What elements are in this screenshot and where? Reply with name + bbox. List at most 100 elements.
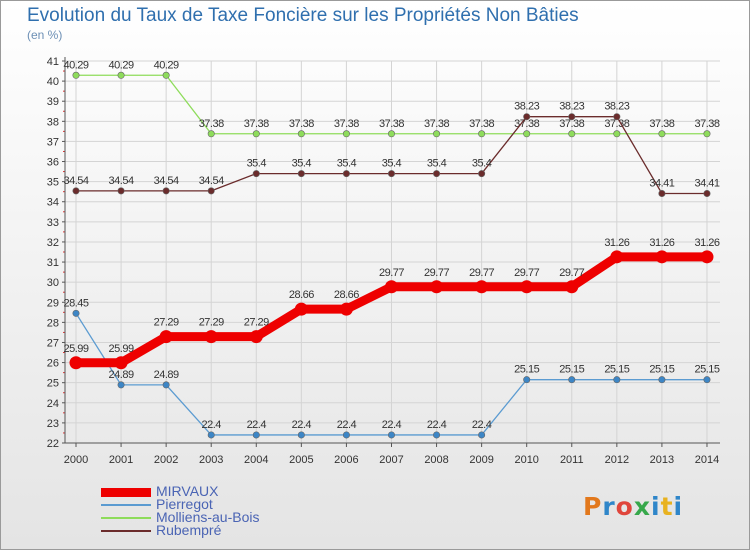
y-tick-label: 39	[47, 96, 59, 108]
data-label: 22.4	[337, 419, 357, 431]
y-axis-unit: (en %)	[27, 28, 63, 42]
legend-label: MIRVAUX	[156, 483, 219, 499]
data-label: 37.38	[334, 118, 359, 130]
x-tick-label: 2011	[560, 454, 584, 466]
data-label: 28.45	[63, 297, 88, 309]
data-point	[207, 187, 215, 195]
data-label: 34.54	[199, 175, 224, 187]
data-label: 37.38	[199, 118, 224, 130]
data-label: 37.38	[379, 118, 404, 130]
data-label: 37.38	[469, 118, 494, 130]
data-label: 22.4	[292, 419, 312, 431]
data-point	[249, 330, 263, 344]
data-point	[520, 280, 534, 294]
data-label: 27.29	[199, 317, 224, 329]
data-label: 35.4	[382, 158, 402, 170]
proxiti-logo: Proxiti	[583, 492, 683, 521]
data-point	[72, 71, 80, 79]
data-label: 34.54	[154, 175, 179, 187]
data-point	[658, 376, 666, 384]
series-layer: 40.29 40.29 40.29 37.38 37.38 37.38 37.38 37.38…	[63, 59, 720, 439]
data-point	[252, 431, 260, 439]
legend-label: Pierregot	[156, 496, 213, 512]
data-point	[430, 280, 444, 294]
data-point	[72, 309, 80, 317]
legend-label: Rubempré	[156, 522, 222, 538]
series-molliens-au-bois: 40.29 40.29 40.29 37.38 37.38 37.38 37.38 37.38…	[63, 59, 720, 138]
data-label: 31.26	[649, 237, 674, 249]
data-point	[568, 376, 576, 384]
data-point	[478, 431, 486, 439]
y-tick-label: 30	[47, 277, 59, 289]
data-label: 29.77	[469, 267, 494, 279]
logo-letter: o	[615, 492, 634, 521]
data-label: 34.41	[649, 177, 674, 189]
data-label: 29.77	[559, 267, 584, 279]
data-label: 29.77	[514, 267, 539, 279]
y-tick-label: 27	[47, 337, 59, 349]
y-tick-label: 35	[47, 177, 59, 189]
data-point	[703, 189, 711, 197]
y-tick-label: 22	[47, 438, 59, 450]
data-point	[72, 187, 80, 195]
data-point	[117, 187, 125, 195]
data-label: 24.89	[154, 369, 179, 381]
data-point	[162, 381, 170, 389]
data-point	[252, 130, 260, 138]
data-point	[658, 189, 666, 197]
y-tick-label: 38	[47, 116, 59, 128]
data-point	[114, 356, 128, 370]
data-point	[475, 280, 489, 294]
x-tick-label: 2006	[334, 454, 358, 466]
y-tick-label: 36	[47, 157, 59, 169]
data-label: 25.15	[514, 364, 539, 376]
legend-label: Molliens-au-Bois	[156, 509, 260, 525]
y-tick-label: 32	[47, 237, 59, 249]
logo-letter: t	[660, 492, 674, 521]
data-label: 35.4	[337, 158, 357, 170]
data-point	[387, 130, 395, 138]
data-point	[387, 431, 395, 439]
data-point	[658, 130, 666, 138]
series-pierregot: 28.45 24.89 24.89 22.4 22.4 22.4 22.4 22.4 22.4 2…	[63, 297, 720, 439]
chart-title: Evolution du Taux de Taxe Foncière sur l…	[27, 5, 579, 26]
data-label: 25.15	[559, 364, 584, 376]
data-label: 29.77	[424, 267, 449, 279]
legend-swatch	[101, 516, 151, 519]
data-label: 37.38	[649, 118, 674, 130]
logo-letter: r	[602, 492, 616, 521]
data-point	[297, 130, 305, 138]
data-label: 25.99	[63, 343, 88, 355]
x-tick-label: 2009	[469, 454, 493, 466]
y-tick-label: 37	[47, 136, 59, 148]
y-tick-label: 41	[47, 56, 59, 68]
data-label: 40.29	[154, 59, 179, 71]
data-label: 37.38	[559, 118, 584, 130]
data-label: 37.38	[604, 118, 629, 130]
data-point	[703, 130, 711, 138]
x-tick-label: 2014	[695, 454, 719, 466]
axes: 22 23 24 25 26 27 28 29 30 31 32 33 34 35 36 37 38 39 40 41…	[47, 56, 720, 466]
data-point	[252, 170, 260, 178]
data-point	[162, 187, 170, 195]
logo-letter: i	[673, 492, 684, 521]
data-point	[207, 130, 215, 138]
data-label: 25.99	[109, 343, 134, 355]
x-tick-label: 2013	[650, 454, 674, 466]
data-point	[342, 431, 350, 439]
data-point	[523, 113, 531, 121]
logo-letter: i	[651, 492, 661, 521]
legend-swatch	[101, 529, 151, 532]
data-point	[613, 130, 621, 138]
legend-swatch	[101, 503, 151, 506]
y-tick-label: 29	[47, 297, 59, 309]
data-point	[433, 431, 441, 439]
data-label: 29.77	[379, 267, 404, 279]
data-point	[384, 280, 398, 294]
data-label: 28.66	[289, 289, 314, 301]
data-label: 22.4	[201, 419, 221, 431]
data-point	[117, 71, 125, 79]
y-tick-label: 24	[47, 398, 59, 410]
